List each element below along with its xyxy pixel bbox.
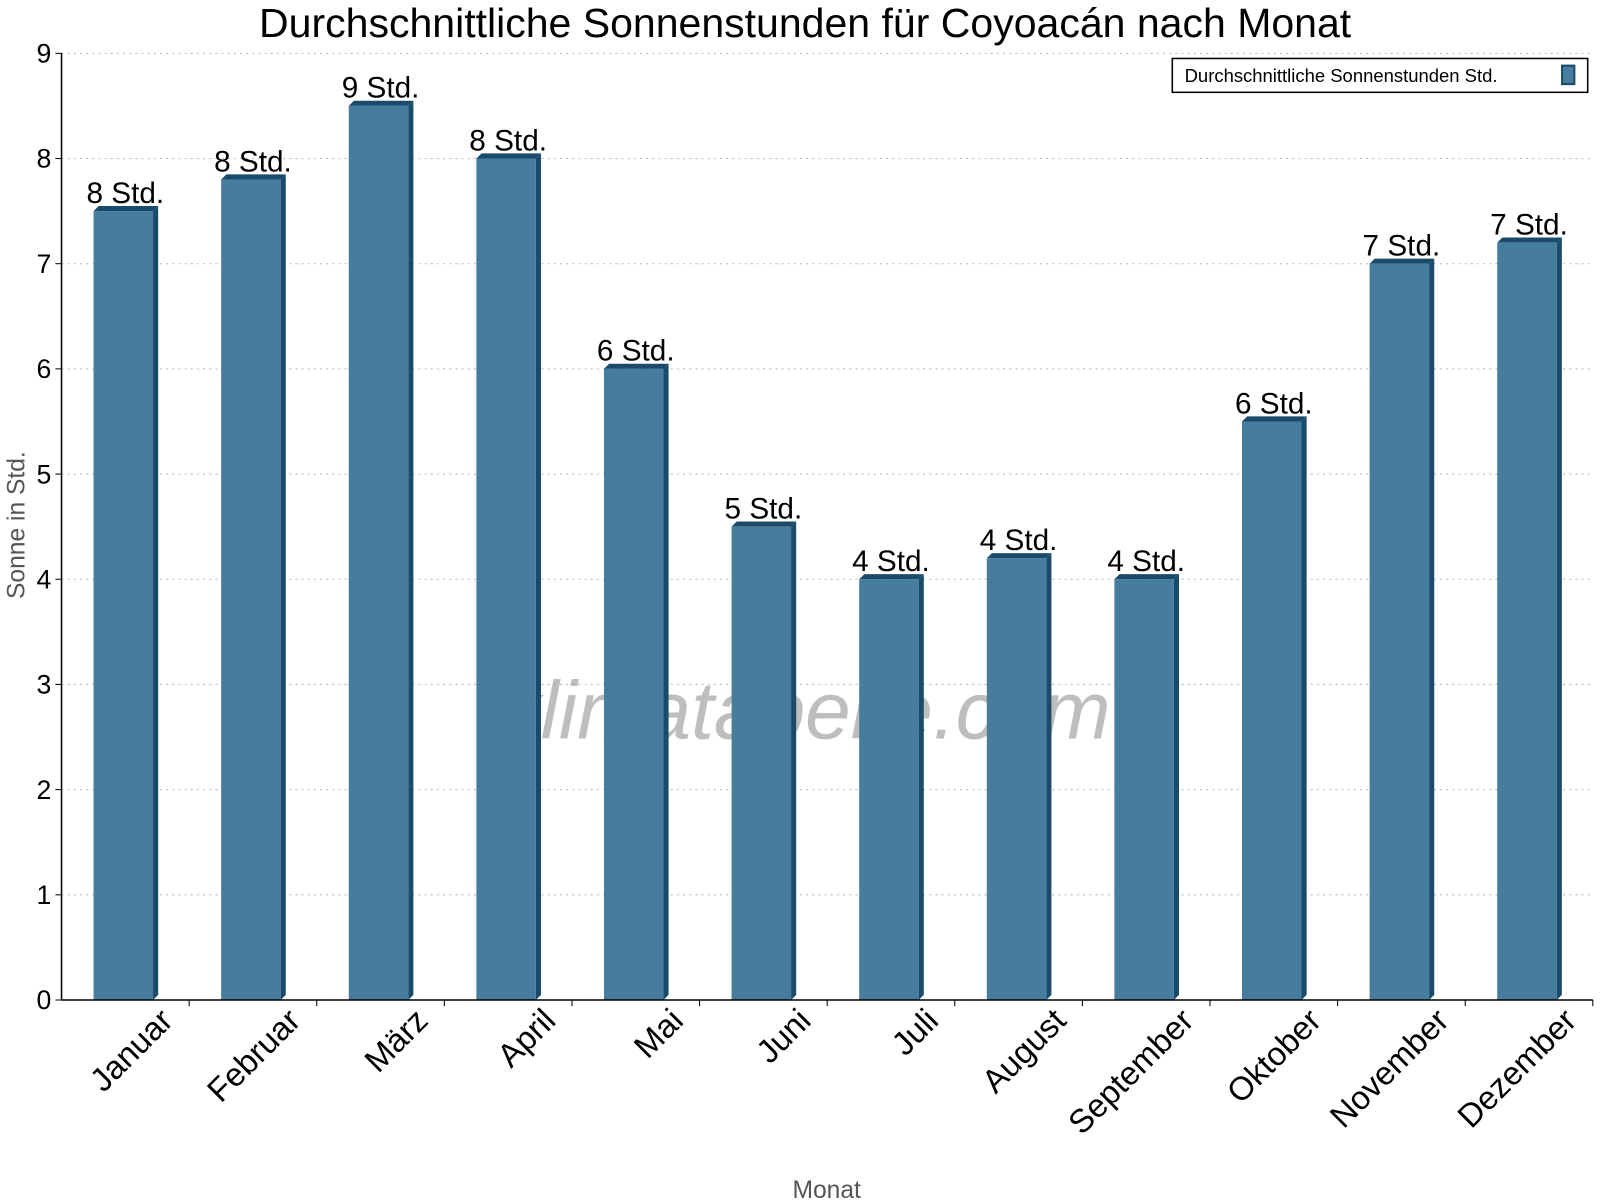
data-label: 8 Std. bbox=[86, 177, 164, 210]
bar-januar bbox=[93, 211, 154, 1001]
bar-top bbox=[986, 553, 1052, 559]
x-tick-label: Oktober bbox=[1219, 1001, 1328, 1110]
legend-swatch bbox=[1561, 64, 1576, 86]
data-label: 5 Std. bbox=[725, 492, 803, 525]
y-tick-label: 8 bbox=[36, 144, 51, 174]
bar-side bbox=[1556, 237, 1562, 1001]
y-tick-label: 0 bbox=[36, 985, 51, 1015]
data-label: 4 Std. bbox=[1107, 545, 1185, 578]
x-tick-label: März bbox=[357, 1001, 435, 1079]
bar-side bbox=[153, 205, 159, 1000]
data-label: 7 Std. bbox=[1363, 229, 1441, 262]
bar-top bbox=[731, 521, 797, 527]
bar-side bbox=[1301, 416, 1307, 1001]
bar-top bbox=[1114, 574, 1180, 580]
x-tick-label: Dezember bbox=[1450, 1001, 1583, 1134]
bar-side bbox=[1046, 553, 1052, 1000]
y-tick-label: 9 bbox=[36, 39, 51, 69]
x-tick-label: April bbox=[490, 1001, 563, 1074]
x-tick-label: August bbox=[974, 1001, 1072, 1099]
bar-top bbox=[603, 363, 669, 369]
bar-september bbox=[1114, 579, 1174, 1000]
x-tick-label: Januar bbox=[82, 1001, 179, 1098]
y-tick-label: 2 bbox=[36, 775, 51, 805]
bar-top bbox=[476, 153, 541, 159]
bar-top bbox=[1242, 416, 1307, 422]
bar-top bbox=[93, 205, 159, 212]
legend-label: Durchschnittliche Sonnenstunden Std. bbox=[1185, 65, 1498, 86]
data-label: 9 Std. bbox=[342, 72, 420, 105]
x-tick-label: September bbox=[1061, 1001, 1201, 1141]
y-tick-label: 1 bbox=[36, 880, 51, 910]
x-tick-label: Juli bbox=[884, 1001, 945, 1062]
x-tick-label: Februar bbox=[200, 1001, 307, 1108]
chart-title: Durchschnittliche Sonnenstunden für Coyo… bbox=[259, 0, 1352, 46]
y-tick-label: 5 bbox=[36, 459, 51, 489]
data-label: 8 Std. bbox=[214, 145, 292, 178]
bar-side bbox=[918, 574, 924, 1000]
y-tick-label: 6 bbox=[36, 354, 51, 384]
data-label: 4 Std. bbox=[852, 545, 930, 578]
bar-top bbox=[221, 174, 286, 180]
bar-oktober bbox=[1242, 421, 1302, 1000]
bar-side bbox=[791, 521, 797, 1000]
bar-top bbox=[1369, 258, 1435, 264]
data-label: 8 Std. bbox=[469, 124, 547, 157]
bar-märz bbox=[348, 105, 409, 1001]
bar-side bbox=[535, 153, 541, 1000]
x-axis-label: Monat bbox=[792, 1177, 861, 1200]
bar-april bbox=[476, 158, 536, 1000]
bar-side bbox=[663, 363, 669, 1000]
x-tick-label: November bbox=[1322, 1001, 1455, 1134]
data-label: 6 Std. bbox=[597, 335, 675, 368]
x-tick-label: Juni bbox=[749, 1001, 818, 1070]
data-label: 6 Std. bbox=[1235, 387, 1313, 420]
y-tick-label: 7 bbox=[36, 249, 51, 279]
bar-dezember bbox=[1497, 242, 1557, 1000]
y-tick-label: 3 bbox=[36, 670, 51, 700]
bar-side bbox=[280, 174, 286, 1000]
bar-november bbox=[1369, 263, 1430, 1000]
bar-top bbox=[859, 574, 924, 580]
bar-side bbox=[1429, 258, 1435, 1000]
x-tick-label: Mai bbox=[626, 1001, 690, 1065]
y-tick-label: 4 bbox=[36, 564, 51, 594]
bar-juni bbox=[731, 526, 792, 1000]
bar-august bbox=[986, 558, 1047, 1000]
y-axis-label: Sonne in Std. bbox=[4, 451, 31, 599]
bar-side bbox=[408, 100, 414, 1000]
bar-top bbox=[348, 100, 414, 106]
bar-februar bbox=[221, 179, 281, 1001]
bar-top bbox=[1497, 237, 1562, 243]
legend: Durchschnittliche Sonnenstunden Std. bbox=[1171, 57, 1589, 94]
bar-side bbox=[1173, 574, 1180, 1000]
bar-mai bbox=[603, 368, 664, 1000]
data-label: 4 Std. bbox=[980, 524, 1058, 557]
bar-juli bbox=[859, 579, 919, 1000]
data-label: 7 Std. bbox=[1490, 208, 1568, 241]
